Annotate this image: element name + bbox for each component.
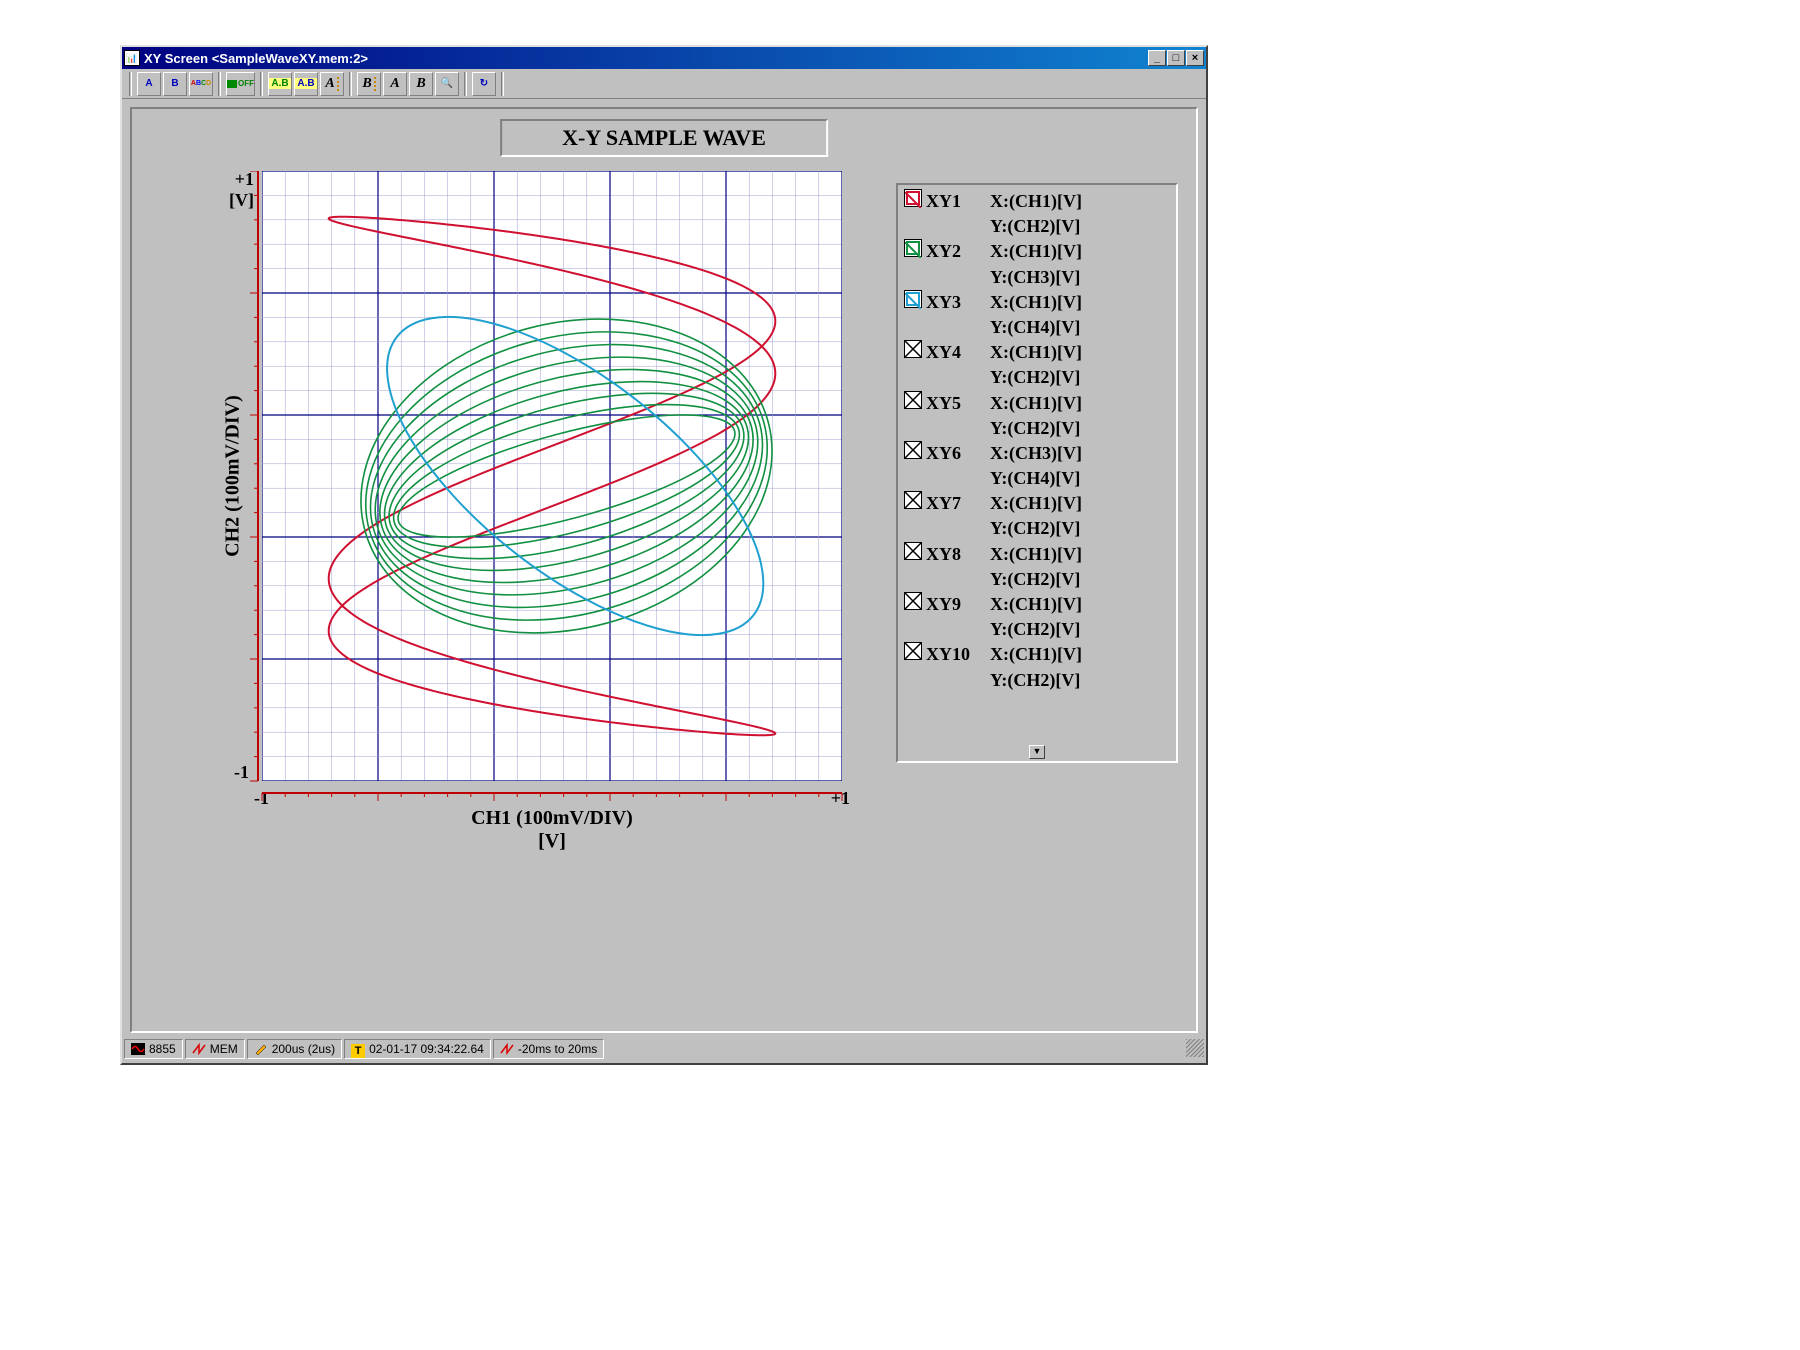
legend-swatch [904, 642, 922, 660]
titlebar: 📊 XY Screen <SampleWaveXY.mem:2> _ □ × [122, 47, 1206, 69]
toolbar: ABA BC DOFFA.BA.BABAB🔍↻ [122, 69, 1206, 99]
legend-swatch [904, 239, 922, 257]
toolbar-button-10[interactable]: 🔍 [435, 72, 459, 96]
legend-swatch [904, 441, 922, 459]
toolbar-button-8[interactable]: A [383, 72, 407, 96]
legend-item-XY8[interactable]: XY8X:(CH1)[V] [904, 542, 1170, 567]
legend-item-XY3[interactable]: XY3X:(CH1)[V] [904, 290, 1170, 315]
maximize-button[interactable]: □ [1167, 50, 1185, 66]
close-button[interactable]: × [1186, 50, 1204, 66]
legend-item-XY7[interactable]: XY7X:(CH1)[V] [904, 491, 1170, 516]
toolbar-button-7[interactable]: B [357, 72, 381, 96]
legend-scroll-down[interactable]: ▼ [1029, 745, 1045, 759]
status-cell-2[interactable]: 200us (2us) [247, 1039, 342, 1059]
toolbar-button-2[interactable]: A BC D [189, 72, 213, 96]
x-axis-label: CH1 (100mV/DIV) [V] [471, 807, 633, 853]
status-cell-0[interactable]: 8855 [124, 1039, 183, 1059]
toolbar-button-4[interactable]: A.B [268, 72, 292, 96]
status-cell-3[interactable]: T02-01-17 09:34:22.64 [344, 1039, 491, 1059]
legend-item-XY6[interactable]: XY6X:(CH3)[V] [904, 441, 1170, 466]
app-window: 📊 XY Screen <SampleWaveXY.mem:2> _ □ × A… [120, 45, 1208, 1065]
app-icon[interactable]: 📊 [124, 50, 140, 66]
y-axis-label: CH2 (100mV/DIV) [221, 395, 244, 557]
legend-swatch [904, 290, 922, 308]
window-title: XY Screen <SampleWaveXY.mem:2> [144, 51, 1148, 66]
legend-swatch [904, 491, 922, 509]
toolbar-button-9[interactable]: B [409, 72, 433, 96]
legend-item-XY4[interactable]: XY4X:(CH1)[V] [904, 340, 1170, 365]
toolbar-button-6[interactable]: A [320, 72, 344, 96]
minimize-button[interactable]: _ [1148, 50, 1166, 66]
y-tick-min: -1 [234, 762, 249, 783]
toolbar-sep [129, 72, 132, 96]
toolbar-button-5[interactable]: A.B [294, 72, 318, 96]
status-cell-1[interactable]: MEM [185, 1039, 245, 1059]
chart-title: X-Y SAMPLE WAVE [500, 119, 828, 157]
legend-swatch [904, 542, 922, 560]
statusbar: 8855MEM200us (2us)T02-01-17 09:34:22.64-… [124, 1039, 1204, 1061]
legend-item-XY5[interactable]: XY5X:(CH1)[V] [904, 391, 1170, 416]
legend-item-XY1[interactable]: XY1X:(CH1)[V] [904, 189, 1170, 214]
chart-area: CH2 (100mV/DIV) CH1 (100mV/DIV) [V] +1[V… [262, 171, 842, 781]
legend-swatch [904, 592, 922, 610]
legend-item-XY2[interactable]: XY2X:(CH1)[V] [904, 239, 1170, 264]
client-area: X-Y SAMPLE WAVE CH2 (100mV/DIV) CH1 (100… [122, 99, 1206, 1041]
legend-swatch [904, 391, 922, 409]
legend-item-XY9[interactable]: XY9X:(CH1)[V] [904, 592, 1170, 617]
toolbar-button-0[interactable]: A [137, 72, 161, 96]
resize-grip[interactable] [1186, 1039, 1204, 1057]
status-cell-4[interactable]: -20ms to 20ms [493, 1039, 604, 1059]
toolbar-button-11[interactable]: ↻ [472, 72, 496, 96]
legend-item-XY10[interactable]: XY10X:(CH1)[V] [904, 642, 1170, 667]
toolbar-button-1[interactable]: B [163, 72, 187, 96]
legend-swatch [904, 189, 922, 207]
legend-panel: XY1X:(CH1)[V]Y:(CH2)[V]XY2X:(CH1)[V]Y:(C… [896, 183, 1178, 763]
plot-panel: X-Y SAMPLE WAVE CH2 (100mV/DIV) CH1 (100… [130, 107, 1198, 1033]
toolbar-button-3[interactable]: OFF [226, 72, 255, 96]
legend-swatch [904, 340, 922, 358]
